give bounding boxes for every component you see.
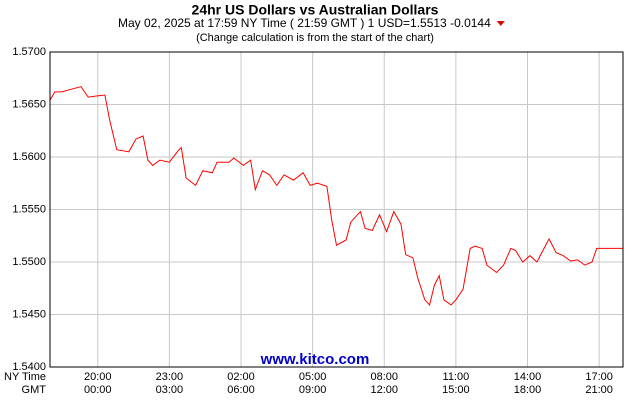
down-arrow bbox=[496, 21, 505, 26]
chart-note: (Change calculation is from the start of… bbox=[196, 32, 434, 44]
watermark: www.kitco.com bbox=[260, 351, 370, 368]
y-tick-label: 1.5450 bbox=[12, 308, 46, 320]
x-tick-label-gmt: 21:00 bbox=[585, 384, 613, 396]
chart-subtitle: May 02, 2025 at 17:59 NY Time ( 21:59 GM… bbox=[118, 16, 491, 30]
y-tick-label: 1.5700 bbox=[12, 46, 46, 58]
x-tick-label-gmt: 12:00 bbox=[370, 384, 398, 396]
x-tick-label: 02:00 bbox=[227, 371, 255, 383]
x-tick-label: 14:00 bbox=[514, 371, 542, 383]
price-line bbox=[49, 86, 623, 307]
x-tick-label-gmt: 18:00 bbox=[514, 384, 542, 396]
x-row-label: NY Time bbox=[4, 371, 46, 383]
x-tick-label-gmt: 06:00 bbox=[227, 384, 255, 396]
plot-frame bbox=[49, 51, 624, 368]
x-tick-label-gmt: 00:00 bbox=[84, 384, 112, 396]
x-row-label: GMT bbox=[22, 384, 47, 396]
y-tick-label: 1.5650 bbox=[12, 98, 46, 110]
y-tick-label: 1.5600 bbox=[12, 151, 46, 163]
x-tick-label: 05:00 bbox=[299, 371, 327, 383]
y-tick-label: 1.5500 bbox=[12, 256, 46, 268]
x-tick-label: 11:00 bbox=[443, 371, 470, 383]
x-tick-label-gmt: 09:00 bbox=[299, 384, 327, 396]
x-tick-label: 20:00 bbox=[84, 371, 112, 383]
y-tick-label: 1.5550 bbox=[12, 203, 46, 215]
x-tick-label: 08:00 bbox=[370, 371, 398, 383]
chart-title: 24hr US Dollars vs Australian Dollars bbox=[192, 2, 439, 18]
x-tick-label-gmt: 03:00 bbox=[156, 384, 184, 396]
y-tick-label: 1.5400 bbox=[12, 361, 46, 373]
x-tick-label: 17:00 bbox=[585, 371, 613, 383]
x-tick-label-gmt: 15:00 bbox=[442, 384, 470, 396]
x-tick-label: 23:00 bbox=[156, 371, 184, 383]
